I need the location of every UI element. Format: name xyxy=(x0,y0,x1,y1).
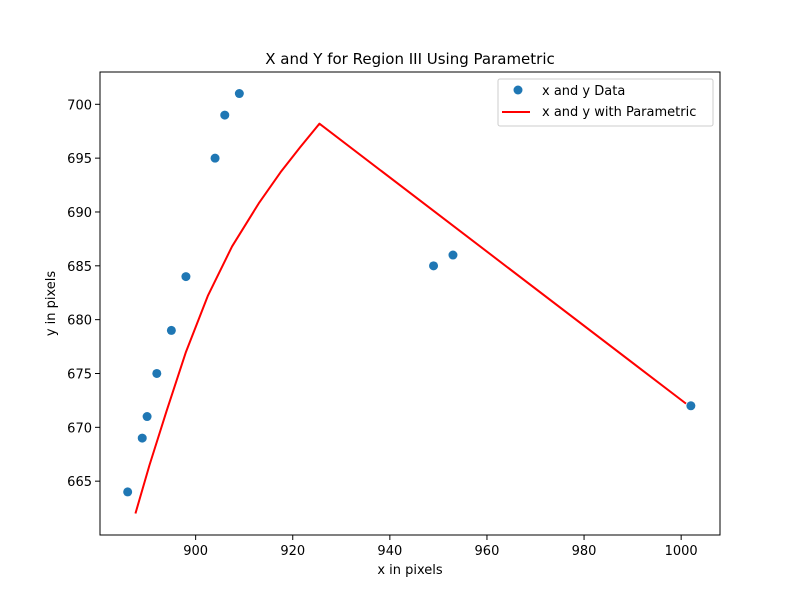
data-point xyxy=(234,89,244,99)
x-tick-label: 920 xyxy=(280,544,305,559)
data-point xyxy=(142,412,152,422)
parametric-line xyxy=(134,122,687,514)
y-tick-label: 675 xyxy=(67,367,92,382)
y-tick-label: 665 xyxy=(67,475,92,490)
x-axis-ticks: 900 920 940 960 980 1000 xyxy=(183,535,698,559)
legend: x and y Data x and y with Parametric xyxy=(497,78,714,127)
legend-box xyxy=(497,78,714,127)
x-tick-label: 980 xyxy=(572,544,597,559)
data-point xyxy=(220,110,230,120)
data-point xyxy=(123,487,133,497)
x-tick-label: 900 xyxy=(183,544,208,559)
y-tick-label: 690 xyxy=(67,206,92,221)
legend-label-data: x and y Data xyxy=(542,84,625,99)
data-point xyxy=(429,261,439,271)
x-tick-label: 940 xyxy=(377,544,402,559)
chart-title: X and Y for Region III Using Parametric xyxy=(265,50,555,68)
y-axis-label: y in pixels xyxy=(44,271,59,337)
y-tick-label: 680 xyxy=(67,314,92,329)
data-point xyxy=(181,272,191,282)
y-tick-label: 685 xyxy=(67,260,92,275)
y-tick-label: 695 xyxy=(67,152,92,167)
plot-area xyxy=(123,89,696,514)
data-point xyxy=(448,250,458,260)
data-point xyxy=(210,153,220,163)
data-point xyxy=(686,401,696,411)
y-tick-label: 670 xyxy=(67,421,92,436)
axes-frame xyxy=(99,71,721,536)
y-axis-ticks: 665 670 675 680 685 690 695 700 xyxy=(67,98,100,490)
data-point xyxy=(137,433,147,443)
legend-label-parametric: x and y with Parametric xyxy=(542,105,696,120)
x-axis-label: x in pixels xyxy=(377,563,443,578)
data-point xyxy=(152,368,162,378)
legend-marker-data xyxy=(513,85,523,95)
x-tick-label: 1000 xyxy=(665,544,698,559)
x-tick-label: 960 xyxy=(475,544,500,559)
y-tick-label: 700 xyxy=(67,98,92,113)
data-point xyxy=(166,325,176,335)
